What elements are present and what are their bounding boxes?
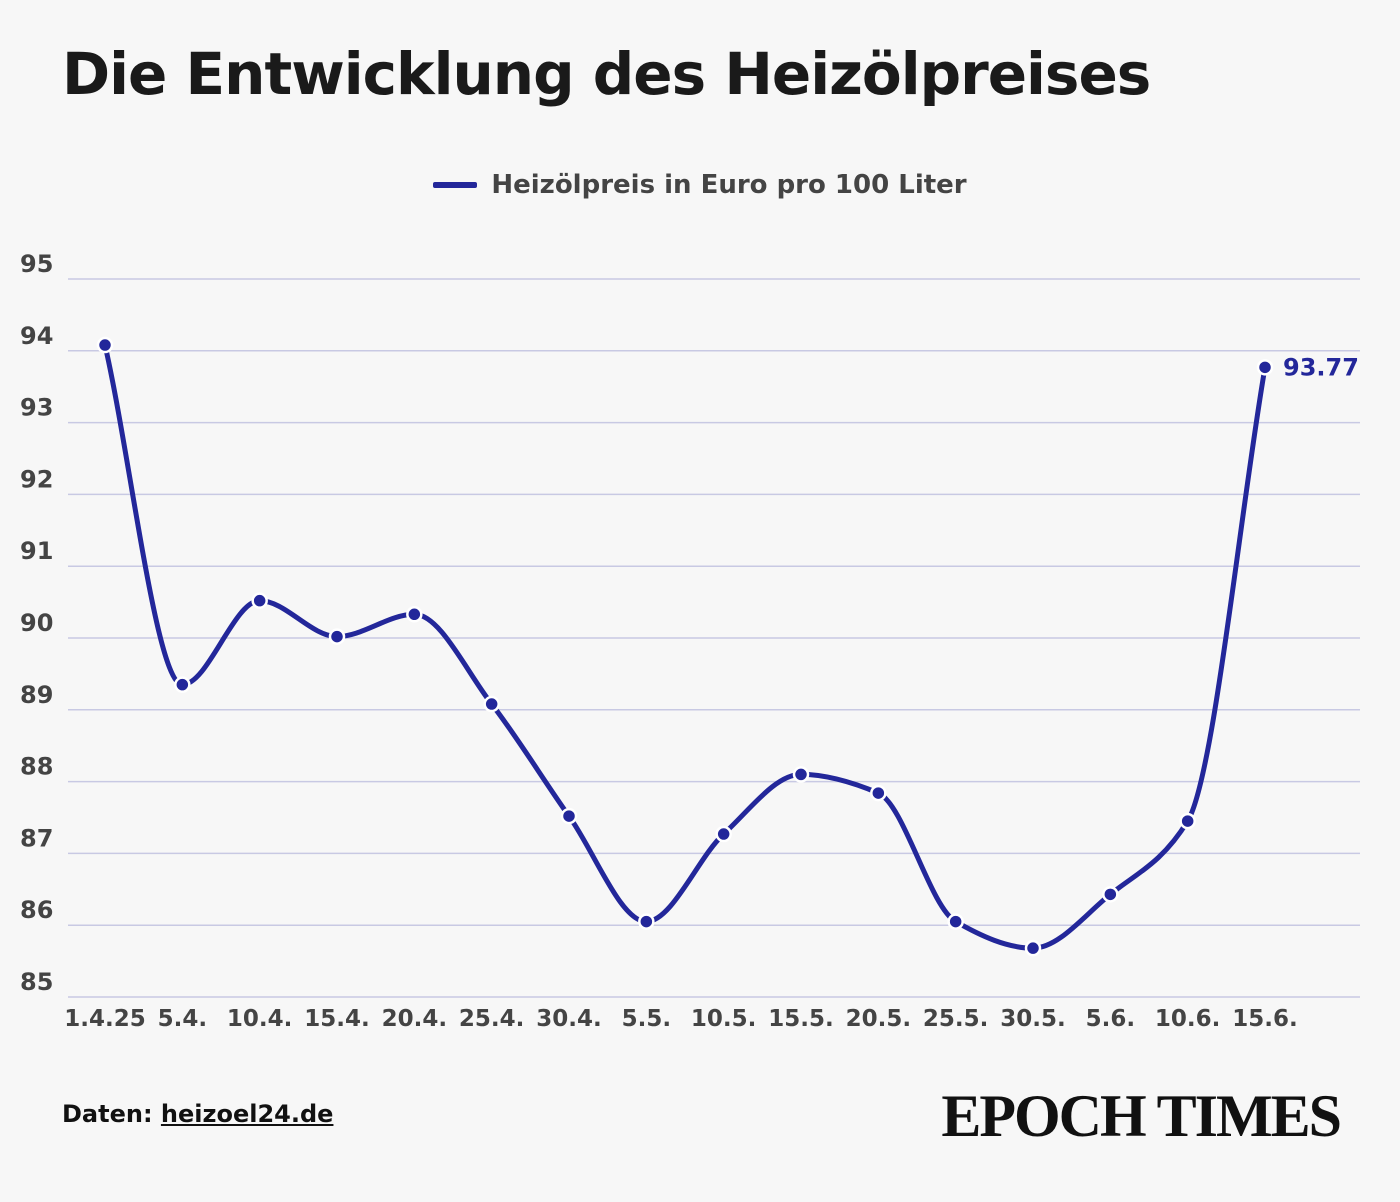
- source-credit: Daten: heizoel24.de: [62, 1100, 333, 1128]
- x-tick-label: 20.4.: [382, 1006, 448, 1032]
- x-tick-label: 5.6.: [1086, 1006, 1135, 1032]
- data-point: [251, 592, 268, 609]
- x-tick-label: 20.5.: [846, 1006, 912, 1032]
- y-tick-label: 86: [20, 896, 53, 924]
- x-tick-label: 1.4.25: [64, 1006, 146, 1032]
- y-tick-label: 93: [20, 394, 53, 422]
- y-tick-label: 89: [20, 681, 53, 709]
- y-tick-label: 90: [20, 609, 53, 637]
- y-tick-label: 85: [20, 968, 53, 996]
- data-point: [1102, 886, 1119, 903]
- series-line: [102, 342, 1268, 951]
- source-link[interactable]: heizoel24.de: [160, 1100, 334, 1128]
- x-tick-label: 15.4.: [304, 1006, 370, 1032]
- x-tick-label: 15.6.: [1232, 1006, 1298, 1032]
- data-point: [1024, 939, 1042, 957]
- source-prefix: Daten:: [62, 1100, 153, 1128]
- y-tick-label: 94: [20, 322, 53, 350]
- data-point: [947, 913, 964, 930]
- x-tick-label: 5.4.: [158, 1006, 207, 1032]
- data-point: [638, 913, 655, 930]
- x-tick-label: 10.5.: [691, 1006, 757, 1032]
- x-tick-label: 25.5.: [923, 1006, 989, 1032]
- y-tick-label: 88: [20, 753, 53, 781]
- y-tick-label: 95: [20, 250, 53, 278]
- data-point: [792, 766, 810, 783]
- chart-title: Die Entwicklung des Heizölpreises: [62, 40, 1151, 108]
- y-tick-label: 87: [20, 824, 53, 852]
- data-point: [96, 336, 114, 354]
- brand-logo: EPOCH TIMES: [941, 1083, 1342, 1149]
- x-tick-label: 30.5.: [1000, 1006, 1066, 1032]
- y-tick-label: 91: [20, 537, 53, 565]
- x-tick-label: 5.5.: [622, 1006, 671, 1032]
- x-tick-label: 25.4.: [459, 1006, 525, 1032]
- x-tick-label: 10.4.: [227, 1006, 293, 1032]
- data-point: [483, 695, 500, 713]
- y-tick-label: 92: [20, 465, 53, 493]
- data-point: [174, 676, 191, 693]
- data-point: [870, 784, 887, 802]
- data-point: [715, 825, 732, 843]
- legend-swatch: [433, 182, 478, 188]
- data-point: [1256, 359, 1274, 376]
- data-point: [560, 807, 578, 825]
- x-tick-label: 15.5.: [768, 1006, 834, 1032]
- data-point: [1179, 812, 1196, 830]
- chart-legend: Heizölpreis in Euro pro 100 Liter: [0, 170, 1400, 200]
- legend-label: Heizölpreis in Euro pro 100 Liter: [491, 170, 967, 200]
- x-tick-label: 10.6.: [1155, 1006, 1221, 1032]
- data-point: [328, 628, 346, 645]
- data-label: 93.77: [1283, 353, 1359, 381]
- data-point: [406, 606, 423, 623]
- x-tick-label: 30.4.: [536, 1006, 602, 1032]
